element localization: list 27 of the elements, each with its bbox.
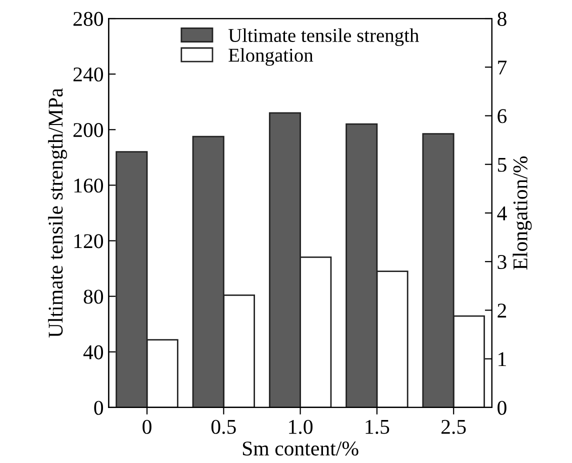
y2-axis-title: Elongation/% <box>512 156 532 270</box>
y-tick-label: 40 <box>83 345 104 360</box>
y2-tick-label: 3 <box>498 255 506 270</box>
y-tick-label: 120 <box>74 234 104 248</box>
x-axis-title: Sm content/% <box>242 442 358 456</box>
x-tick-label: 0.5 <box>211 420 236 434</box>
x-tick-label: 1.0 <box>289 420 313 434</box>
y2-tick-label: 7 <box>498 60 507 74</box>
y2-tick-label: 2 <box>498 304 506 318</box>
y2-tick-label: 0 <box>498 400 506 415</box>
legend-label: Ultimate tensile strength <box>228 28 419 46</box>
y2-tick-label: 1 <box>498 352 506 366</box>
x-tick-label: 0 <box>142 420 152 434</box>
legend-label: Elongation <box>228 48 314 66</box>
y2-tick-label: 8 <box>498 12 506 26</box>
y-axis-title: Ultimate tensile strength/MPa <box>48 88 68 338</box>
y-tick-label: 0 <box>94 400 104 415</box>
y-tick-label: 280 <box>73 12 104 26</box>
y-tick-label: 240 <box>73 67 104 82</box>
y-tick-label: 160 <box>74 178 104 193</box>
x-tick-label: 1.5 <box>366 420 390 434</box>
y2-tick-label: 5 <box>498 158 506 172</box>
y2-tick-label: 6 <box>498 109 507 124</box>
x-tick-label: 2.5 <box>441 420 466 434</box>
y-tick-label: 200 <box>73 123 104 138</box>
y-tick-label: 80 <box>84 290 104 304</box>
y2-tick-label: 4 <box>497 206 507 220</box>
